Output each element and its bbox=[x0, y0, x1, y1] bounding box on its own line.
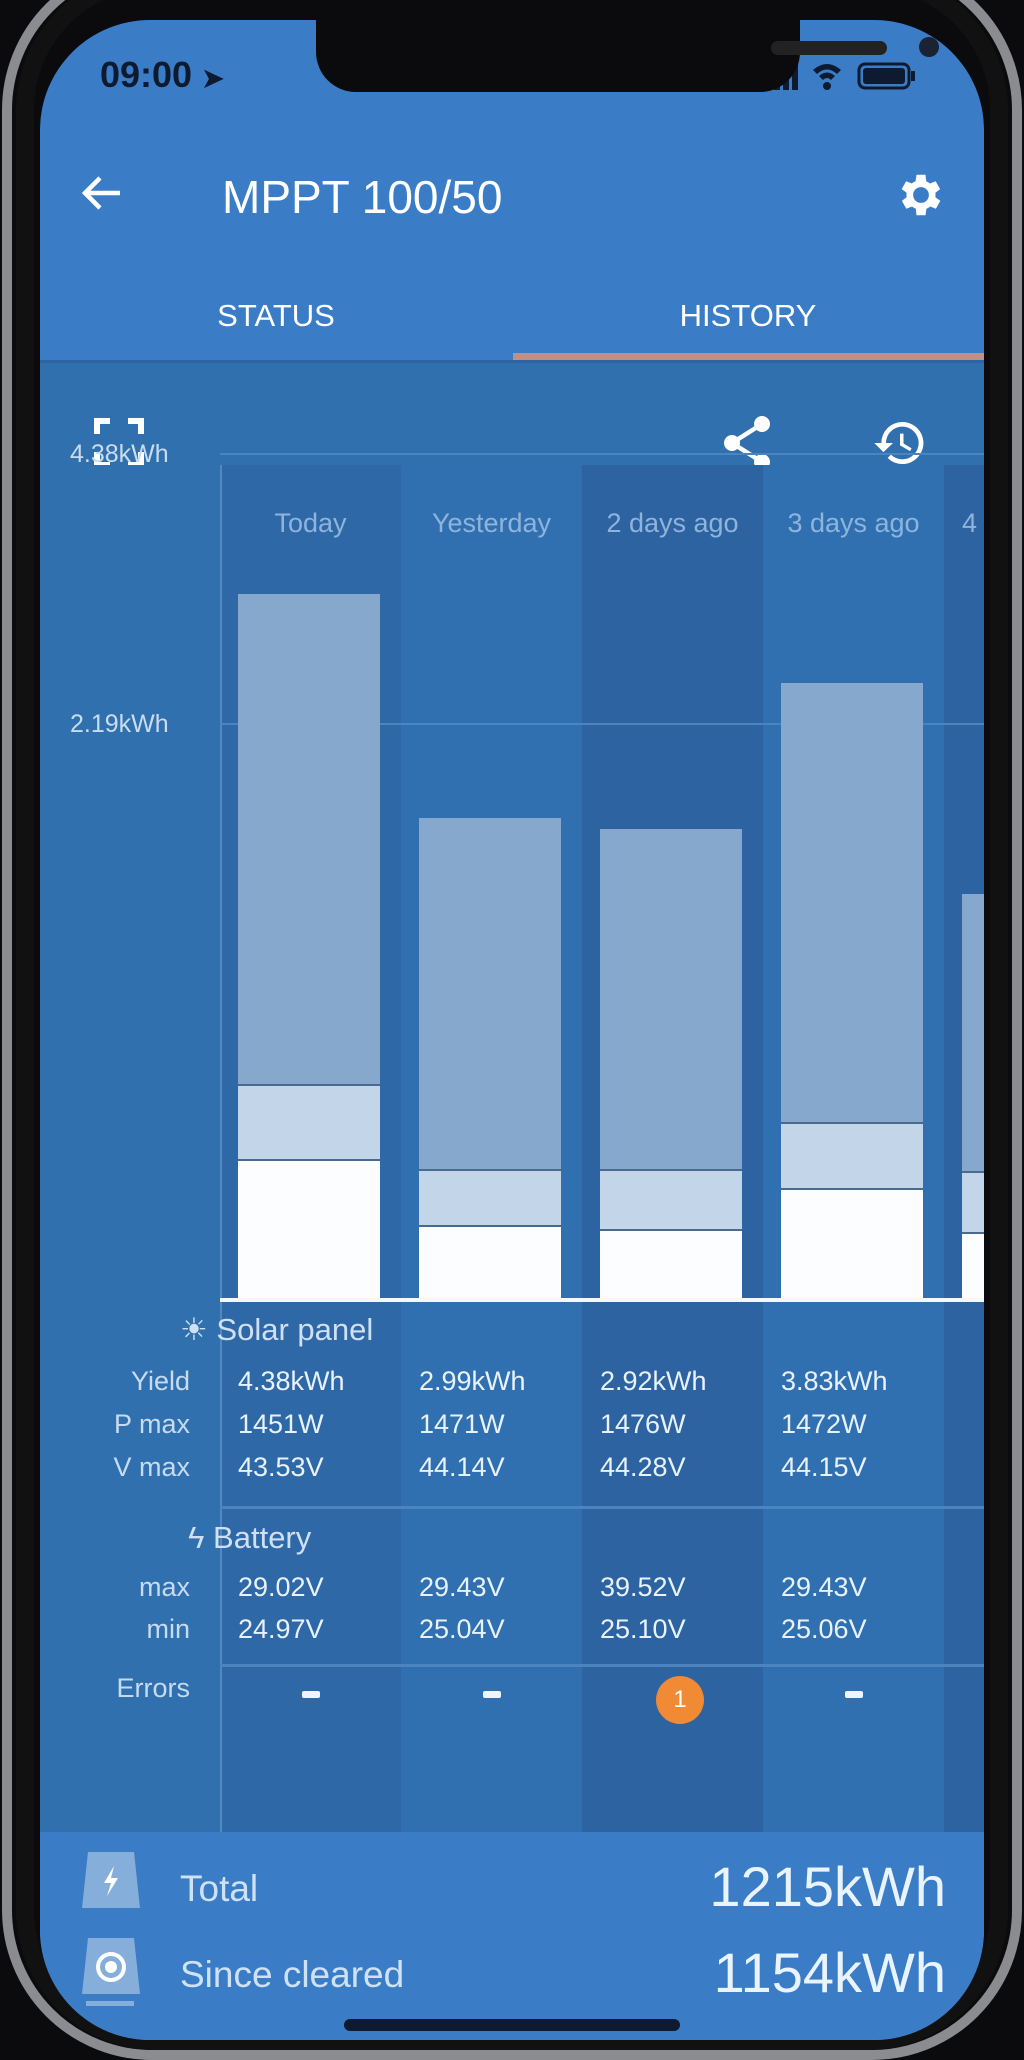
tab-status[interactable]: STATUS bbox=[217, 298, 335, 333]
cell-bmin: 25.06V bbox=[781, 1614, 867, 1644]
bar-segment[interactable] bbox=[962, 1172, 984, 1234]
cell-pmax: 1472W bbox=[781, 1409, 867, 1439]
row-label-vmax: V max bbox=[113, 1452, 190, 1482]
cell-pmax: 1451W bbox=[238, 1409, 324, 1439]
column-header: 2 days ago bbox=[606, 508, 739, 538]
since-cleared-icon bbox=[80, 1938, 142, 2013]
total-label: Total bbox=[180, 1868, 259, 1909]
settings-button[interactable] bbox=[894, 168, 948, 227]
arrow-left-icon bbox=[81, 176, 120, 210]
column-header: 3 days ago bbox=[787, 508, 920, 538]
cell-bmax: 29.43V bbox=[419, 1572, 505, 1602]
row-label-yield: Yield bbox=[130, 1366, 190, 1396]
row-label-errors: Errors bbox=[116, 1673, 191, 1703]
bar-segment[interactable] bbox=[781, 1124, 923, 1191]
bar-segment[interactable] bbox=[419, 1227, 561, 1300]
no-errors-dash bbox=[483, 1691, 501, 1698]
gridline bbox=[220, 723, 984, 725]
page-title: MPPT 100/50 bbox=[222, 171, 503, 223]
cell-bmax: 29.02V bbox=[238, 1572, 324, 1602]
total-value: 1215kWh bbox=[709, 1855, 946, 1918]
no-errors-dash bbox=[302, 1691, 320, 1698]
fullscreen-button[interactable] bbox=[94, 418, 144, 473]
row-label-battery-max: max bbox=[138, 1572, 190, 1602]
cell-pmax: 1471W bbox=[419, 1409, 505, 1439]
home-indicator[interactable] bbox=[344, 2019, 680, 2031]
location-icon: ➤ bbox=[202, 63, 224, 93]
error-count-badge[interactable]: 1 bbox=[656, 1676, 704, 1724]
sun-icon: ☀ bbox=[180, 1312, 208, 1347]
status-time: 09:00 ➤ bbox=[100, 54, 224, 95]
bar-segment[interactable] bbox=[600, 829, 742, 1172]
divider bbox=[220, 1506, 984, 1509]
lightning-icon: ϟ bbox=[188, 1520, 205, 1555]
cell-yield: 2.99kWh bbox=[419, 1366, 526, 1396]
cell-vmax: 44.15V bbox=[781, 1452, 867, 1482]
since-cleared-value: 1154kWh bbox=[713, 1941, 946, 2004]
bar-segment[interactable] bbox=[238, 1161, 380, 1300]
status-icons bbox=[765, 58, 945, 99]
cell-yield: 2.92kWh bbox=[600, 1366, 707, 1396]
gear-icon bbox=[901, 174, 941, 216]
cell-pmax: 1476W bbox=[600, 1409, 686, 1439]
cell-bmax: 29.43V bbox=[781, 1572, 867, 1602]
solar-section-header: ☀ Solar panel bbox=[180, 1312, 374, 1347]
column-header: Today bbox=[274, 508, 347, 538]
active-tab-indicator bbox=[513, 353, 984, 360]
divider bbox=[220, 1664, 984, 1667]
bar-segment[interactable] bbox=[238, 594, 380, 1086]
signal-wifi-battery-icon bbox=[765, 60, 915, 90]
y-tick-label: 4.38kWh bbox=[70, 440, 169, 468]
bar-segment[interactable] bbox=[419, 1171, 561, 1228]
lightning-box-icon bbox=[82, 1852, 140, 1908]
cell-bmin: 24.97V bbox=[238, 1614, 324, 1644]
totals-panel: Total 1215kWh Since cleared 1154kWh bbox=[40, 1832, 984, 2040]
share-icon bbox=[724, 416, 770, 470]
bar-segment[interactable] bbox=[962, 893, 984, 1173]
cell-vmax: 44.28V bbox=[600, 1452, 686, 1482]
cell-yield: 4.38kWh bbox=[238, 1366, 345, 1396]
fullscreen-icon bbox=[94, 418, 144, 468]
cell-yield: 3.83kWh bbox=[781, 1366, 888, 1396]
bar-segment[interactable] bbox=[419, 818, 561, 1172]
column-header: 4 bbox=[962, 508, 978, 538]
cell-vmax: 43.53V bbox=[238, 1452, 324, 1482]
row-label-battery-min: min bbox=[146, 1614, 190, 1644]
cell-bmin: 25.04V bbox=[419, 1614, 505, 1644]
chart-baseline bbox=[220, 1298, 984, 1302]
gridline bbox=[220, 453, 984, 455]
column-header: Yesterday bbox=[431, 508, 552, 538]
since-cleared-label: Since cleared bbox=[180, 1954, 405, 1995]
cell-vmax: 44.14V bbox=[419, 1452, 505, 1482]
bar-segment[interactable] bbox=[781, 682, 923, 1125]
history-restore-icon bbox=[874, 421, 924, 464]
reset-target-icon bbox=[82, 1938, 140, 2006]
y-tick-label: 2.19kWh bbox=[70, 710, 169, 738]
back-button[interactable] bbox=[78, 170, 124, 221]
tab-history[interactable]: HISTORY bbox=[679, 298, 817, 333]
no-errors-dash bbox=[845, 1691, 863, 1698]
cell-bmax: 39.52V bbox=[600, 1572, 686, 1602]
history-button[interactable] bbox=[872, 415, 928, 476]
battery-section-header: ϟ Battery bbox=[188, 1520, 312, 1555]
bar-segment[interactable] bbox=[962, 1233, 984, 1300]
total-icon bbox=[80, 1852, 142, 1913]
notch bbox=[316, 20, 939, 92]
cell-bmin: 25.10V bbox=[600, 1614, 686, 1644]
bar-segment[interactable] bbox=[600, 1230, 742, 1300]
row-label-pmax: P max bbox=[113, 1409, 190, 1439]
bar-segment[interactable] bbox=[238, 1085, 380, 1162]
row-label-column bbox=[40, 465, 222, 1832]
bar-segment[interactable] bbox=[600, 1171, 742, 1231]
app-screen: 09:00 ➤ MPPT 100/50 STATUS HISTORY Today… bbox=[40, 20, 984, 2040]
bar-segment[interactable] bbox=[781, 1190, 923, 1300]
